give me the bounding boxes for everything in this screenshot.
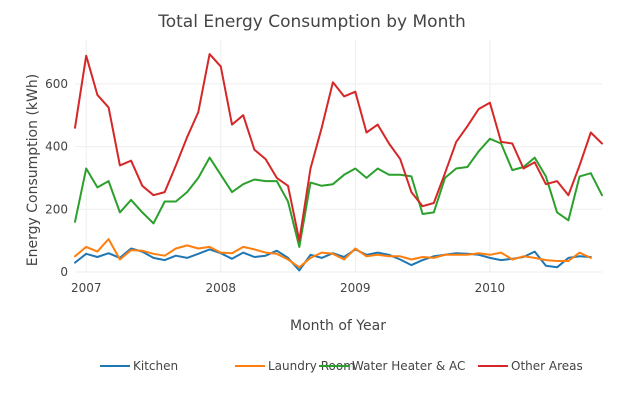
legend-label: Water Heater & AC bbox=[352, 359, 465, 373]
legend-item[interactable]: Water Heater & AC bbox=[319, 359, 465, 373]
series-line-water-heater-ac bbox=[74, 137, 603, 248]
series-line-other-areas bbox=[74, 53, 603, 242]
series-line-laundry-room bbox=[74, 238, 592, 269]
x-tick-label: 2008 bbox=[205, 281, 236, 295]
legend-item[interactable]: Other Areas bbox=[478, 359, 583, 373]
legend-label: Other Areas bbox=[511, 359, 583, 373]
legend-label: Kitchen bbox=[133, 359, 178, 373]
y-axis-title: Energy Consumption (kWh) bbox=[25, 74, 41, 266]
x-axis-ticks: 2007 2008 2009 2010 bbox=[71, 281, 505, 295]
y-tick-label: 400 bbox=[45, 140, 68, 154]
y-axis-ticks: 0 200 400 600 bbox=[45, 77, 68, 279]
x-tick-label: 2010 bbox=[475, 281, 506, 295]
series-lines bbox=[74, 53, 603, 272]
y-tick-label: 200 bbox=[45, 202, 68, 216]
x-tick-label: 2007 bbox=[71, 281, 102, 295]
legend-item[interactable]: Laundry Room bbox=[235, 359, 355, 373]
legend-label: Laundry Room bbox=[268, 359, 355, 373]
chart-title: Total Energy Consumption by Month bbox=[157, 12, 466, 32]
gridlines bbox=[75, 40, 602, 273]
y-tick-label: 0 bbox=[60, 265, 68, 279]
legend-item[interactable]: Kitchen bbox=[100, 359, 178, 373]
y-tick-label: 600 bbox=[45, 77, 68, 91]
x-axis-title: Month of Year bbox=[290, 318, 386, 334]
x-tick-label: 2009 bbox=[340, 281, 371, 295]
